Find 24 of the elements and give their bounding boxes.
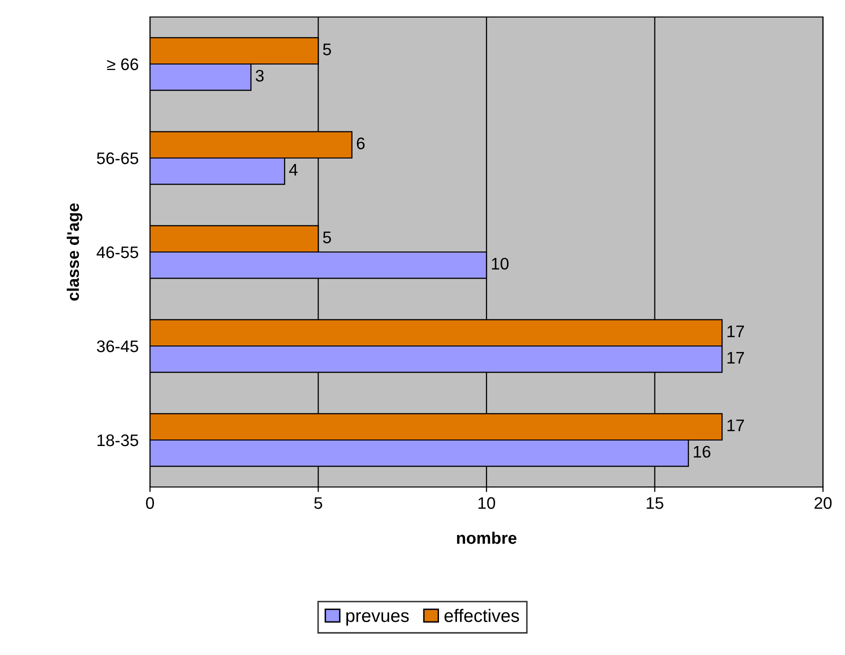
data-label: 17 [727, 352, 744, 364]
y-tick-label: 18-35 [98, 434, 138, 446]
data-label: 17 [727, 326, 744, 338]
y-tick-label: 36-45 [96, 340, 138, 352]
data-label: 5 [323, 232, 331, 244]
x-tick-label: 0 [146, 497, 154, 509]
legend-label: prevues [346, 612, 409, 626]
y-axis-title: classe d'age [66, 203, 82, 301]
data-label: 4 [289, 164, 298, 176]
data-label: 10 [492, 258, 509, 270]
data-label: 3 [256, 70, 264, 82]
legend-label: effectives [444, 608, 520, 622]
x-tick-label: 15 [646, 497, 664, 509]
data-label: 16 [694, 446, 710, 458]
x-tick-label: 10 [478, 497, 496, 509]
data-label: 5 [323, 44, 331, 56]
y-tick-label: 46-55 [96, 246, 138, 258]
data-label: 17 [727, 420, 744, 432]
data-label: 6 [356, 138, 365, 150]
x-axis-title: nombre [457, 532, 516, 544]
y-tick-label: ≥ 66 [107, 58, 138, 70]
x-tick-label: 5 [314, 497, 322, 509]
x-tick-label: 20 [814, 497, 832, 509]
y-tick-label: 56-65 [96, 152, 138, 164]
